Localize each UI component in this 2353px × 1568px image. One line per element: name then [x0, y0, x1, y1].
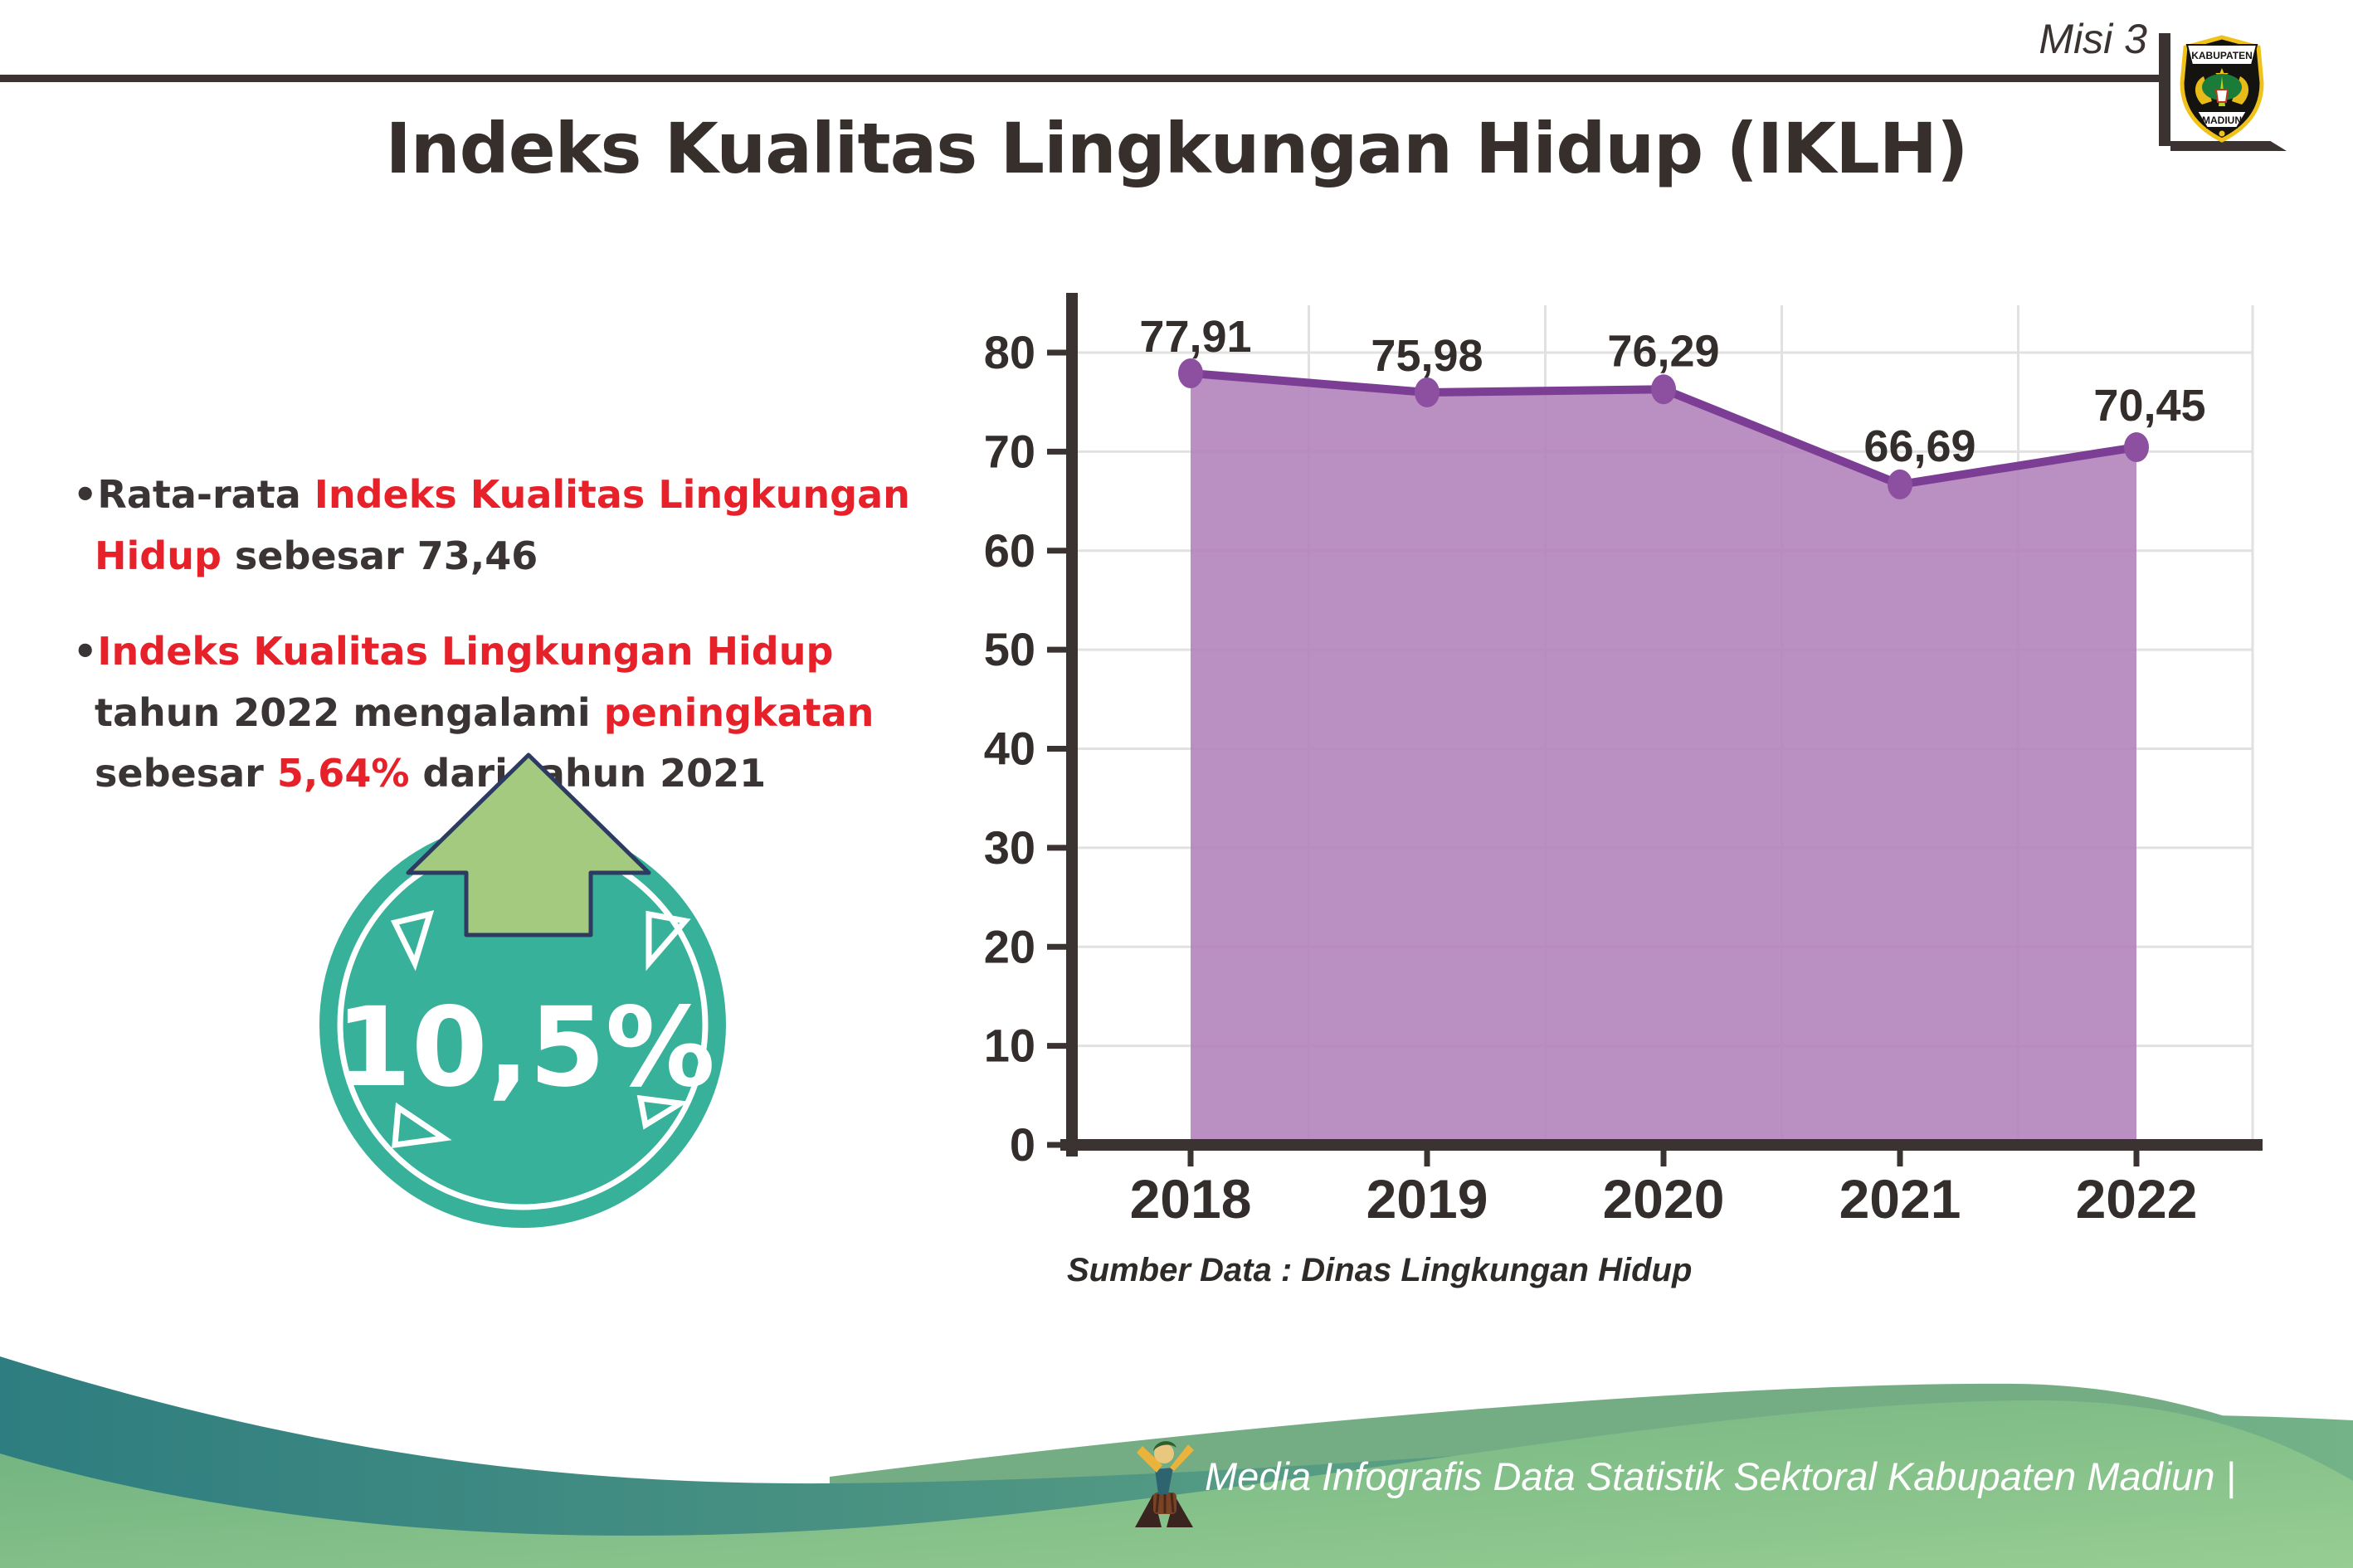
footer-wave: [0, 1356, 2353, 1568]
spark-triangle-icon: [392, 1102, 452, 1149]
text-segment: Indeks Kualitas Lingkungan Hidup: [97, 629, 834, 674]
svg-text:0: 0: [1010, 1118, 1035, 1171]
text-segment: 5,64%: [276, 751, 410, 796]
bullet-average-iklh: •Rata-rata Indeks Kualitas Lingkungan Hi…: [73, 465, 965, 587]
svg-text:77,91: 77,91: [1139, 312, 1251, 362]
footer-front-wave: [0, 1400, 2353, 1568]
logo-frame-horizontal: [2170, 141, 2287, 151]
svg-text:75,98: 75,98: [1371, 331, 1483, 381]
logo-top-text: KABUPATEN: [2191, 50, 2253, 61]
increase-badge: 10,5%: [319, 752, 726, 1228]
svg-text:40: 40: [984, 723, 1035, 775]
kabupaten-madiun-crest-icon: KABUPATEN MADIUN: [2180, 35, 2264, 143]
mascot-icon: [1135, 1441, 1194, 1527]
svg-text:2019: 2019: [1366, 1168, 1488, 1230]
page-title: Indeks Kualitas Lingkungan Hidup (IKLH): [385, 108, 1969, 189]
text-segment: •: [73, 629, 98, 674]
text-segment: dari tahun 2021: [409, 751, 767, 796]
svg-text:50: 50: [984, 623, 1035, 675]
spark-triangle-icon: [645, 910, 691, 971]
spark-triangle-icon: [636, 1094, 689, 1130]
svg-text:70,45: 70,45: [2093, 381, 2205, 431]
svg-text:30: 30: [984, 821, 1035, 874]
misi-label: Misi 3: [2039, 16, 2147, 62]
svg-text:70: 70: [984, 425, 1035, 477]
text-segment: tahun 2022 mengalami: [95, 689, 604, 735]
svg-text:20: 20: [984, 920, 1035, 972]
svg-text:60: 60: [984, 524, 1035, 577]
chart-axes: [1047, 293, 2263, 1166]
badge-value: 10,5%: [335, 984, 715, 1112]
summary-bullets: •Rata-rata Indeks Kualitas Lingkungan Hi…: [73, 465, 965, 840]
svg-text:2021: 2021: [1839, 1168, 1961, 1230]
bullet-increase-2022: •Indeks Kualitas Lingkungan Hidup tahun …: [73, 621, 965, 805]
text-segment: peningkatan: [603, 689, 874, 735]
chart-markers: [1178, 358, 2149, 499]
chart-area-series: [1186, 368, 2141, 1146]
iklh-area-chart: 0 10 20 30 40 50 60 70 80 77,91 75,98 76,29 66,69 70,…: [984, 293, 2263, 1288]
svg-text:2022: 2022: [2076, 1168, 2198, 1230]
svg-text:Sumber Data : Dinas Lingkungan: Sumber Data : Dinas Lingkungan Hidup: [1067, 1252, 1692, 1288]
svg-text:80: 80: [984, 326, 1035, 378]
logo-bottom-text: MADIUN: [2202, 114, 2242, 126]
text-segment: •Rata-rata: [73, 472, 314, 517]
text-segment: sebesar 73,46: [221, 533, 538, 578]
svg-text:76,29: 76,29: [1607, 326, 1719, 376]
text-segment: Indeks Kualitas Lingkungan Hidup: [95, 472, 910, 578]
svg-text:66,69: 66,69: [1863, 421, 1975, 471]
logo-frame-vertical: [2159, 33, 2170, 146]
svg-text:2018: 2018: [1130, 1168, 1252, 1230]
text-segment: sebesar: [95, 751, 277, 796]
svg-text:10: 10: [984, 1020, 1035, 1072]
header-rule: [0, 75, 2159, 82]
spark-triangle-icon: [390, 910, 435, 971]
chart-labels: 0 10 20 30 40 50 60 70 80 77,91 75,98 76,29 66,69 70,…: [984, 312, 2206, 1288]
svg-text:2020: 2020: [1603, 1168, 1725, 1230]
up-arrow-icon: [406, 752, 651, 937]
footer-credit: Media Infografis Data Statistik Sektoral…: [1205, 1454, 2236, 1498]
